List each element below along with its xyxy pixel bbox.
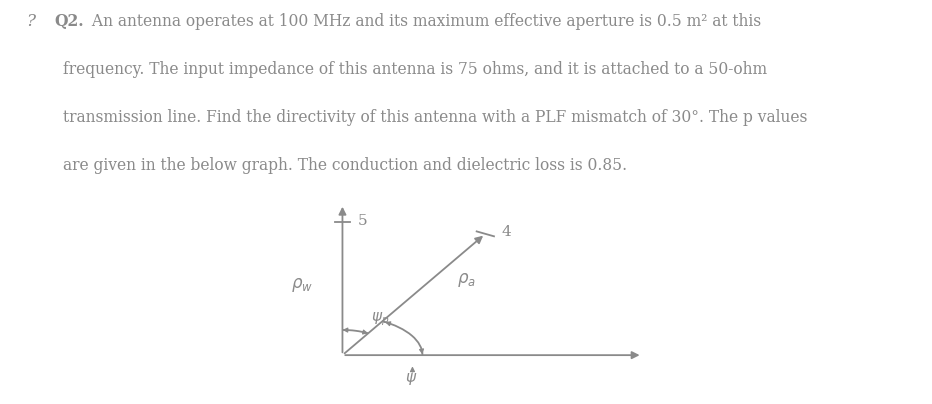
- Text: $\rho_a$: $\rho_a$: [457, 271, 475, 288]
- Text: An antenna operates at 100 MHz and its maximum effective aperture is 0.5 m² at t: An antenna operates at 100 MHz and its m…: [87, 13, 761, 30]
- Text: ?: ?: [26, 13, 35, 30]
- Text: are given in the below graph. The conduction and dielectric loss is 0.85.: are given in the below graph. The conduc…: [63, 157, 627, 174]
- Text: $\psi_p$: $\psi_p$: [371, 310, 390, 328]
- Text: $\rho_w$: $\rho_w$: [291, 276, 313, 294]
- Text: frequency. The input impedance of this antenna is 75 ohms, and it is attached to: frequency. The input impedance of this a…: [63, 61, 767, 78]
- Text: transmission line. Find the directivity of this antenna with a PLF mismatch of 3: transmission line. Find the directivity …: [63, 109, 808, 126]
- Text: Q2.: Q2.: [54, 13, 84, 30]
- Text: 4: 4: [501, 225, 511, 239]
- Text: $\psi$: $\psi$: [405, 371, 418, 387]
- Text: 5: 5: [358, 214, 368, 228]
